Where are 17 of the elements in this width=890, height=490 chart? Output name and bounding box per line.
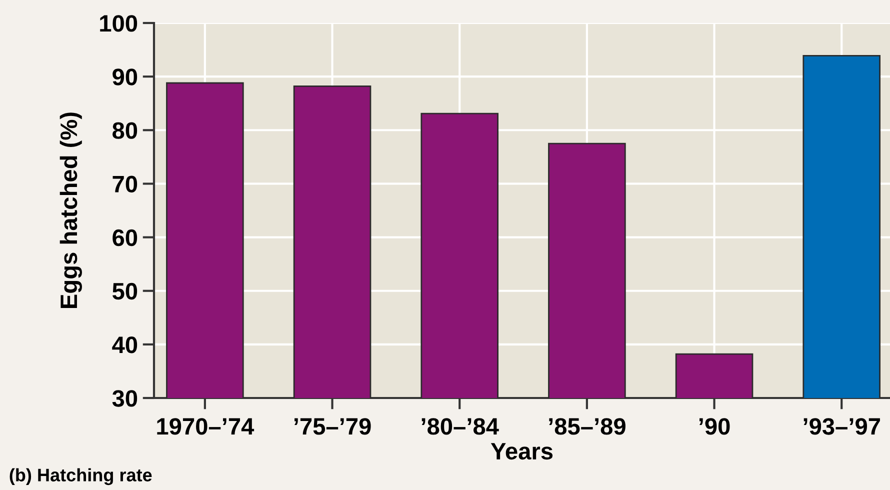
x-tick-label: ’93–’97 — [804, 418, 880, 435]
x-tick-label: ’90 — [699, 418, 730, 435]
y-axis-title: Eggs hatched (%) — [60, 112, 82, 308]
x-tick-label: 1970–’74 — [157, 418, 254, 435]
y-tick-label: 60 — [112, 229, 138, 246]
y-tick-label: 30 — [112, 390, 138, 407]
y-tick-label: 50 — [112, 282, 138, 300]
y-tick-label: 100 — [100, 15, 138, 32]
x-axis-title: Years — [490, 443, 553, 460]
y-tick-label: 80 — [112, 122, 138, 139]
y-tick-label: 40 — [112, 336, 138, 354]
text: (b) Hatching rate — [10, 468, 152, 486]
y-tick-label: 90 — [112, 68, 138, 86]
x-tick-label: ’85–’89 — [549, 418, 626, 435]
x-tick-label: ’75–’79 — [294, 418, 371, 435]
y-tick-label: 70 — [112, 176, 138, 192]
x-tick-label: ’80–’84 — [422, 418, 499, 435]
